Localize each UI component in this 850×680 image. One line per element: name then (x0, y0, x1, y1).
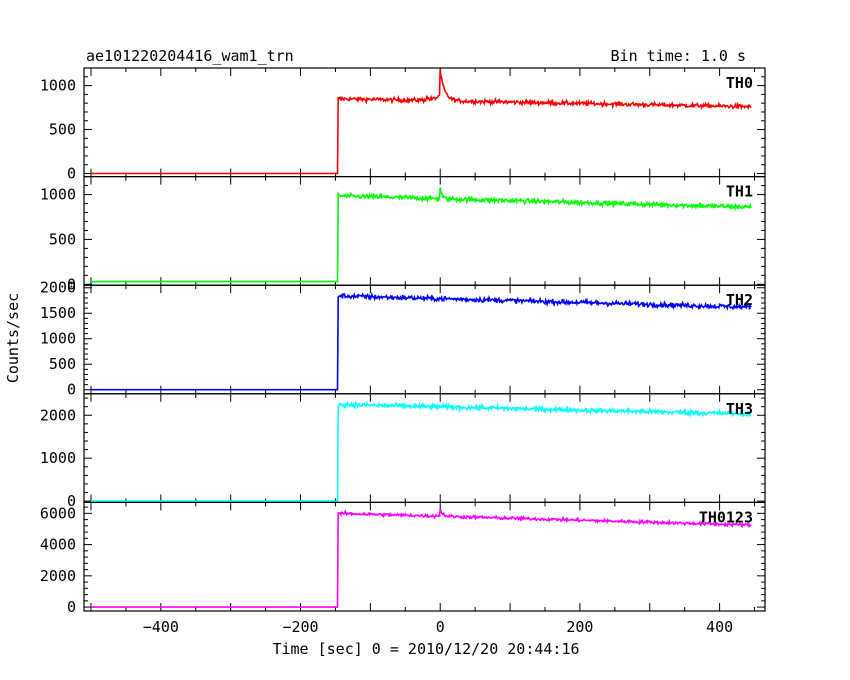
panel-frame (83, 67, 766, 178)
panel-frame (83, 393, 766, 503)
x-axis-label: Time [sec] 0 = 2010/12/20 20:44:16 (272, 640, 579, 658)
y-tick-label: 4000 (40, 536, 76, 554)
y-tick-label: 1000 (40, 186, 76, 204)
panel-frame (83, 501, 766, 612)
light-curve-th1 (91, 187, 752, 283)
light-curve-th0123 (91, 509, 752, 608)
y-tick-label: 6000 (40, 504, 76, 522)
x-tick-label: −400 (143, 618, 179, 636)
panels-group: 0 500 1000 TH0 0 500 1000 TH1 0 500 1000 1500 2000 TH… (40, 67, 766, 616)
panel-label-th0: TH0 (726, 74, 753, 92)
plot-title: ae101220204416_wam1_trn (86, 47, 294, 65)
panel-th0123: 0 2000 4000 6000 TH0123 (40, 501, 766, 616)
panel-frame (83, 284, 766, 395)
y-tick-label: 0 (67, 381, 76, 399)
y-tick-label: 1000 (40, 77, 76, 95)
y-tick-label: 1500 (40, 304, 76, 322)
bin-time-label: Bin time: 1.0 s (611, 47, 746, 65)
y-tick-label: 0 (67, 492, 76, 510)
panel-label-th3: TH3 (726, 400, 753, 418)
x-axis-tick-labels: −400 −200 0 200 400 (143, 618, 733, 636)
y-tick-label: 2000 (40, 406, 76, 424)
y-axis-label: Counts/sec (4, 293, 22, 383)
y-tick-label: 500 (49, 230, 76, 248)
y-tick-label: 1000 (40, 449, 76, 467)
x-tick-label: −200 (282, 618, 318, 636)
panel-th1: 0 500 1000 TH1 (40, 176, 766, 293)
y-tick-label: 2000 (40, 567, 76, 585)
light-curve-th0 (91, 69, 752, 175)
panel-th3: 0 1000 2000 TH3 (40, 393, 766, 510)
y-tick-label: 2000 (40, 279, 76, 297)
panel-frame (83, 176, 766, 286)
panel-th2: 0 500 1000 1500 2000 TH2 (40, 279, 766, 399)
y-tick-label: 0 (67, 165, 76, 183)
y-tick-label: 1000 (40, 330, 76, 348)
x-tick-label: 400 (706, 618, 733, 636)
y-tick-label: 0 (67, 275, 76, 293)
x-tick-label: 200 (566, 618, 593, 636)
panel-th0: 0 500 1000 TH0 (40, 67, 766, 183)
panel-label-th0123: TH0123 (699, 508, 753, 526)
light-curve-th3 (91, 400, 752, 502)
panel-label-th1: TH1 (726, 183, 753, 201)
light-curve-th2 (91, 291, 752, 391)
y-tick-label: 500 (49, 121, 76, 139)
y-tick-label: 500 (49, 355, 76, 373)
panel-label-th2: TH2 (726, 291, 753, 309)
x-tick-label: 0 (436, 618, 445, 636)
y-tick-label: 0 (67, 598, 76, 616)
